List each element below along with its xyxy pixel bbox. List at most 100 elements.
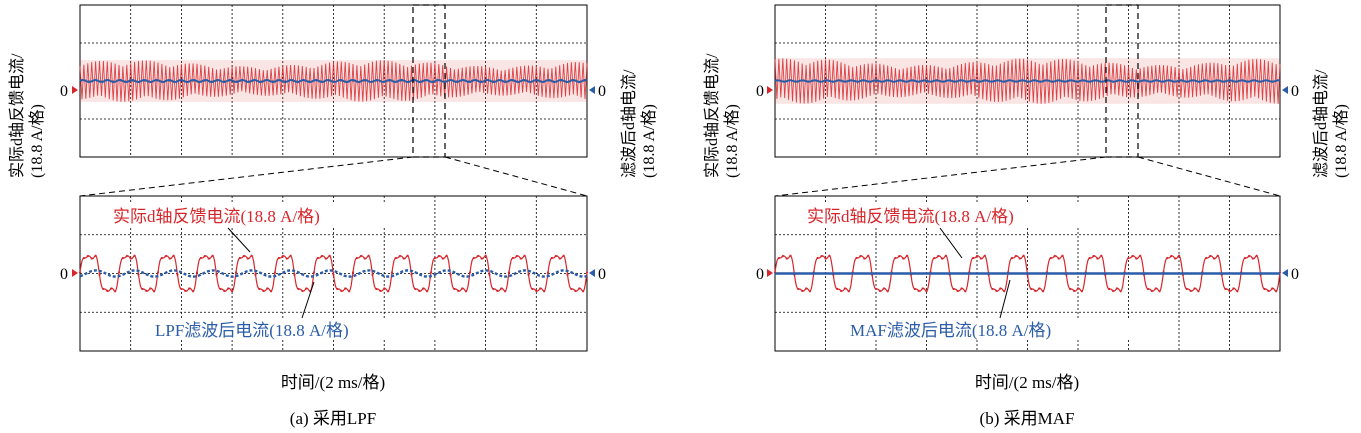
panel-b-zoom-zero-marker-left — [767, 269, 773, 277]
feedback-sample-point — [328, 254, 331, 257]
panel-b-zoom-connector-right — [1137, 156, 1281, 197]
feedback-sample-point — [902, 257, 905, 260]
feedback-sample-point — [472, 256, 475, 260]
feedback-sample-point — [979, 257, 983, 260]
feedback-sample-point — [160, 256, 163, 260]
feedback-sample-point — [1243, 256, 1247, 260]
feedback-sample-point — [176, 273, 179, 276]
feedback-sample-point — [305, 287, 308, 290]
feedback-sample-point — [340, 289, 343, 292]
feedback-sample-point — [383, 287, 386, 290]
panel-b-feedback-annotation: 实际d轴反馈电流(18.8 A/格) — [807, 207, 1014, 226]
feedback-sample-point — [527, 273, 530, 276]
feedback-sample-point — [956, 289, 959, 292]
feedback-sample-point — [816, 256, 819, 260]
feedback-sample-point — [207, 257, 210, 260]
feedback-sample-point — [898, 255, 901, 258]
feedback-sample-point — [1135, 257, 1138, 260]
feedback-sample-point — [402, 257, 405, 260]
feedback-sample-point — [991, 287, 994, 291]
feedback-sample-point — [1119, 290, 1122, 293]
feedback-sample-point — [231, 290, 234, 293]
panel-b-zoom-selection — [1105, 4, 1139, 158]
feedback-sample-point — [913, 287, 916, 291]
feedback-sample-point — [1209, 255, 1212, 258]
feedback-sample-point — [242, 255, 245, 258]
feedback-sample-point — [125, 255, 128, 258]
feedback-sample-point — [585, 271, 589, 274]
panel-b-feedback-label-bg — [804, 204, 1090, 226]
panel-a-caption: (a) 采用LPF — [290, 409, 376, 428]
panel-a-zoom-zero-marker-right — [589, 269, 595, 277]
feedback-sample-point — [1185, 287, 1188, 291]
feedback-sample-point — [1076, 287, 1080, 290]
feedback-sample-point — [379, 289, 382, 292]
feedback-sample-point — [199, 256, 202, 260]
feedback-sample-point — [98, 273, 101, 276]
panel-b: 0 0 实际d轴反馈电流/ (18.8 A/格) 滤波后d轴电流/ (18.8 … — [703, 4, 1350, 428]
feedback-sample-point — [1224, 287, 1227, 291]
feedback-sample-point — [156, 271, 160, 274]
feedback-sample-point — [312, 271, 316, 274]
feedback-sample-point — [117, 271, 121, 274]
filtered-current-trace — [774, 79, 1281, 83]
feedback-sample-point — [1247, 255, 1250, 258]
panel-a-left-axis-unit: (18.8 A/格) — [28, 104, 46, 178]
panel-b-zero-marker-right — [1282, 86, 1288, 94]
feedback-sample-point — [1189, 289, 1192, 292]
feedback-sample-point — [558, 257, 561, 260]
feedback-sample-point — [1022, 254, 1025, 257]
feedback-sample-point — [995, 289, 998, 292]
feedback-sample-point — [983, 254, 986, 257]
feedback-sample-point — [355, 256, 358, 260]
feedback-sample-point — [562, 254, 565, 257]
feedback-sample-point — [1236, 290, 1239, 293]
feedback-sample-point — [843, 287, 847, 290]
feedback-sample-point — [1038, 287, 1041, 290]
feedback-sample-point — [266, 287, 269, 290]
feedback-sample-point — [1014, 255, 1017, 258]
feedback-sample-point — [1041, 290, 1045, 293]
feedback-sample-point — [1150, 289, 1153, 292]
feedback-sample-point — [262, 289, 265, 292]
panel-b-filtered-leader — [999, 279, 1011, 319]
feedback-sample-point — [921, 287, 924, 290]
feedback-sample-point — [882, 287, 885, 290]
feedback-sample-point — [180, 287, 183, 291]
feedback-sample-point — [363, 257, 366, 260]
feedback-sample-point — [1251, 257, 1254, 260]
feedback-sample-point — [153, 290, 156, 293]
feedback-sample-point — [1034, 289, 1037, 292]
panel-b-left-axis-label: 实际d轴反馈电流/ — [703, 53, 721, 178]
feedback-sample-point — [336, 287, 339, 291]
feedback-sample-point — [496, 289, 499, 292]
feedback-sample-point — [172, 254, 175, 257]
feedback-sample-point — [863, 257, 866, 260]
feedback-sample-point — [1177, 254, 1181, 257]
feedback-sample-point — [429, 271, 433, 274]
feedback-sample-point — [523, 254, 526, 257]
feedback-sample-point — [906, 254, 909, 257]
feedback-sample-point — [332, 273, 335, 276]
panel-b-left-axis-unit: (18.8 A/格) — [723, 104, 741, 178]
feedback-sample-point — [952, 287, 955, 291]
panel-a-left-axis-label: 实际d轴反馈电流/ — [8, 53, 26, 178]
feedback-sample-point — [785, 257, 788, 260]
feedback-sample-point — [387, 290, 390, 293]
feedback-sample-point — [1049, 256, 1052, 260]
feedback-sample-point — [1275, 290, 1278, 293]
feedback-sample-point — [1232, 287, 1235, 290]
feedback-sample-point — [1069, 287, 1072, 291]
feedback-sample-point — [1030, 287, 1033, 291]
feedback-sample-point — [375, 287, 378, 291]
feedback-sample-point — [886, 290, 889, 293]
feedback-sample-point — [90, 257, 93, 260]
feedback-sample-point — [839, 289, 843, 292]
feedback-sample-point — [1166, 256, 1169, 260]
feedback-sample-point — [390, 271, 394, 274]
feedback-sample-point — [797, 287, 800, 291]
feedback-sample-point — [457, 289, 460, 292]
panel-b-zoom-connector-left — [774, 156, 1107, 197]
feedback-sample-point — [1228, 289, 1231, 292]
